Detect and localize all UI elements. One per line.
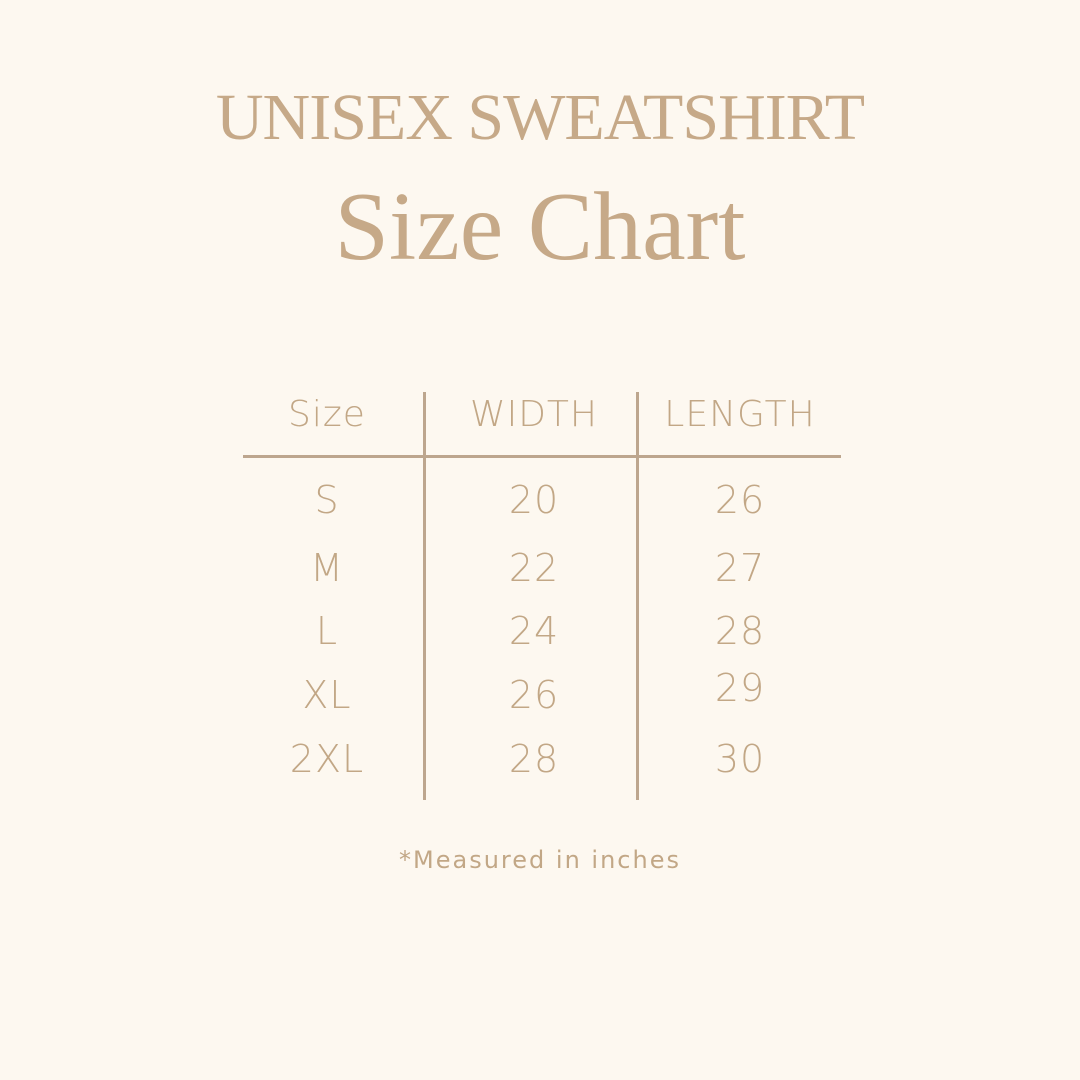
header-size: Size xyxy=(288,394,366,435)
cell-size: L xyxy=(315,609,339,653)
header-width: WIDTH xyxy=(470,394,598,435)
header-divider xyxy=(243,455,841,458)
column-divider xyxy=(423,392,426,800)
page-title: Size Chart xyxy=(334,173,746,281)
cell-width: 22 xyxy=(508,546,560,590)
product-title: UNISEX SWEATSHIRT xyxy=(215,81,865,154)
cell-width: 28 xyxy=(508,737,560,781)
cell-length: 30 xyxy=(714,737,766,781)
footnote: *Measured in inches xyxy=(399,846,681,874)
column-divider xyxy=(636,392,639,800)
cell-length: 27 xyxy=(714,546,766,590)
cell-length: 28 xyxy=(714,609,766,653)
cell-size: 2XL xyxy=(289,737,365,781)
cell-size: S xyxy=(314,478,340,522)
cell-size: M xyxy=(310,546,344,590)
cell-length: 29 xyxy=(714,666,766,710)
header-length: LENGTH xyxy=(664,394,816,435)
cell-width: 26 xyxy=(508,673,560,717)
cell-length: 26 xyxy=(714,478,766,522)
cell-size: XL xyxy=(302,673,352,717)
cell-width: 20 xyxy=(508,478,560,522)
cell-width: 24 xyxy=(508,609,560,653)
